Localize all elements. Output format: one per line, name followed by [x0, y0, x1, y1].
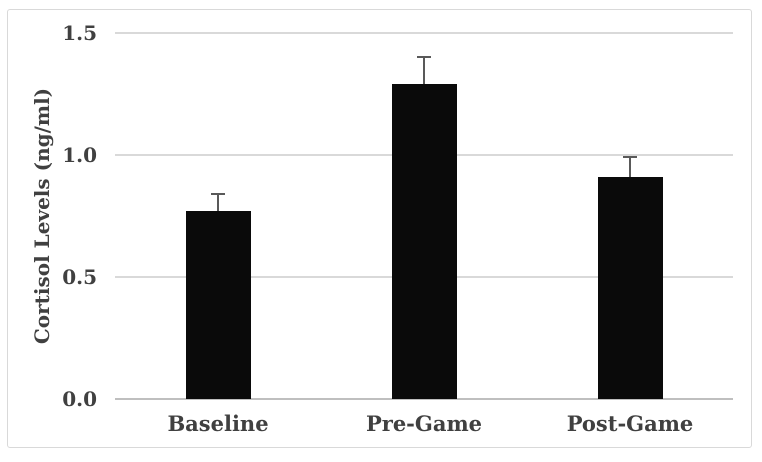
- error-bar-cap-pre-game: [417, 56, 431, 59]
- x-tick-label-pre-game: Pre-Game: [365, 411, 483, 436]
- y-tick-label: 1.0: [62, 143, 97, 167]
- gridline-y-1.5: [115, 32, 733, 34]
- error-bar-cap-baseline: [211, 193, 225, 196]
- x-tick-label-baseline: Baseline: [167, 411, 269, 436]
- error-bar-cap-post-game: [623, 156, 637, 159]
- bar-baseline: [185, 211, 251, 399]
- error-bar-baseline: [217, 194, 219, 212]
- x-axis-line: [115, 398, 733, 400]
- error-bar-pre-game: [423, 57, 425, 85]
- x-tick-label-post-game: Post-Game: [566, 411, 694, 436]
- error-bar-post-game: [629, 157, 631, 177]
- bar-pre-game: [391, 84, 457, 399]
- y-tick-label: 1.5: [62, 21, 97, 45]
- bar-post-game: [597, 176, 663, 399]
- y-tick-label: 0.5: [62, 265, 97, 289]
- y-axis-title: Cortisol Levels (ng/ml): [30, 87, 54, 345]
- y-tick-label: 0.0: [62, 387, 97, 411]
